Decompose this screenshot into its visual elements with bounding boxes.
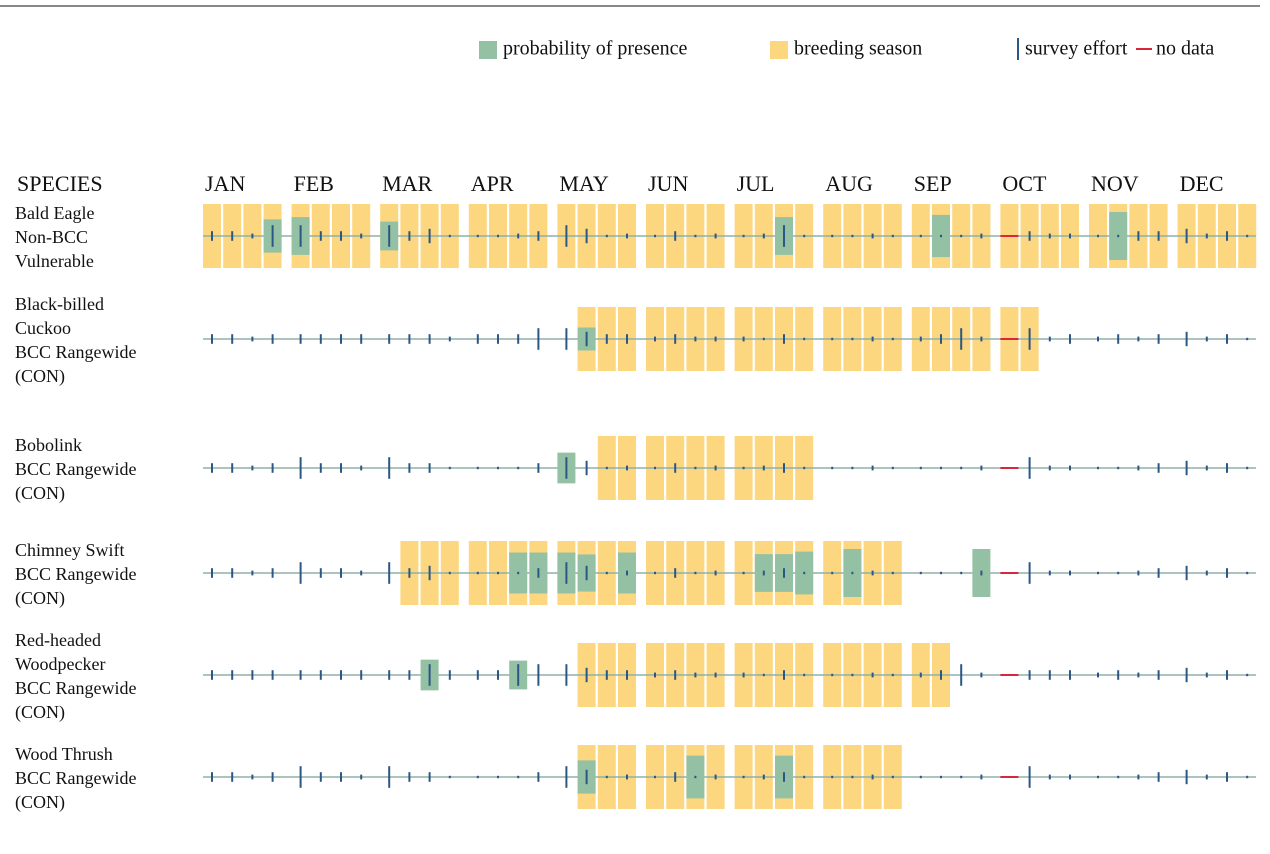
legend-swatch (479, 41, 497, 59)
month-label: MAR (382, 171, 432, 196)
month-label: SEP (914, 171, 952, 196)
species-label: Woodpecker (15, 654, 106, 674)
month-label: OCT (1002, 171, 1047, 196)
legend-swatch (770, 41, 788, 59)
species-label: Vulnerable (15, 251, 94, 271)
month-label: JAN (205, 171, 245, 196)
species-label: BCC Rangewide (15, 768, 137, 788)
month-label: JUL (737, 171, 775, 196)
species-label: BCC Rangewide (15, 564, 137, 584)
species-label: BCC Rangewide (15, 342, 137, 362)
species-label: BCC Rangewide (15, 678, 137, 698)
species-label: Cuckoo (15, 318, 71, 338)
legend-label: breeding season (794, 38, 922, 60)
month-label: NOV (1091, 171, 1139, 196)
month-label: MAY (559, 171, 608, 196)
species-label: Black-billed (15, 294, 104, 314)
species-label: BCC Rangewide (15, 459, 137, 479)
species-header: SPECIES (17, 171, 103, 196)
species-label: Red-headed (15, 630, 101, 650)
month-label: APR (471, 171, 514, 196)
species-label: Bobolink (15, 435, 82, 455)
species-label: (CON) (15, 588, 65, 609)
month-label: DEC (1180, 171, 1224, 196)
legend-label: probability of presence (503, 38, 687, 60)
species-label: Non-BCC (15, 227, 88, 247)
legend-label: survey effort (1025, 38, 1128, 60)
legend-label: no data (1156, 38, 1214, 60)
species-label: Wood Thrush (15, 744, 113, 764)
species-label: Chimney Swift (15, 540, 125, 560)
species-label: (CON) (15, 483, 65, 504)
species-label: Bald Eagle (15, 203, 94, 223)
species-label: (CON) (15, 792, 65, 813)
species-label: (CON) (15, 366, 65, 387)
month-label: FEB (294, 171, 334, 196)
month-label: JUN (648, 171, 688, 196)
month-label: AUG (825, 171, 873, 196)
species-label: (CON) (15, 702, 65, 723)
